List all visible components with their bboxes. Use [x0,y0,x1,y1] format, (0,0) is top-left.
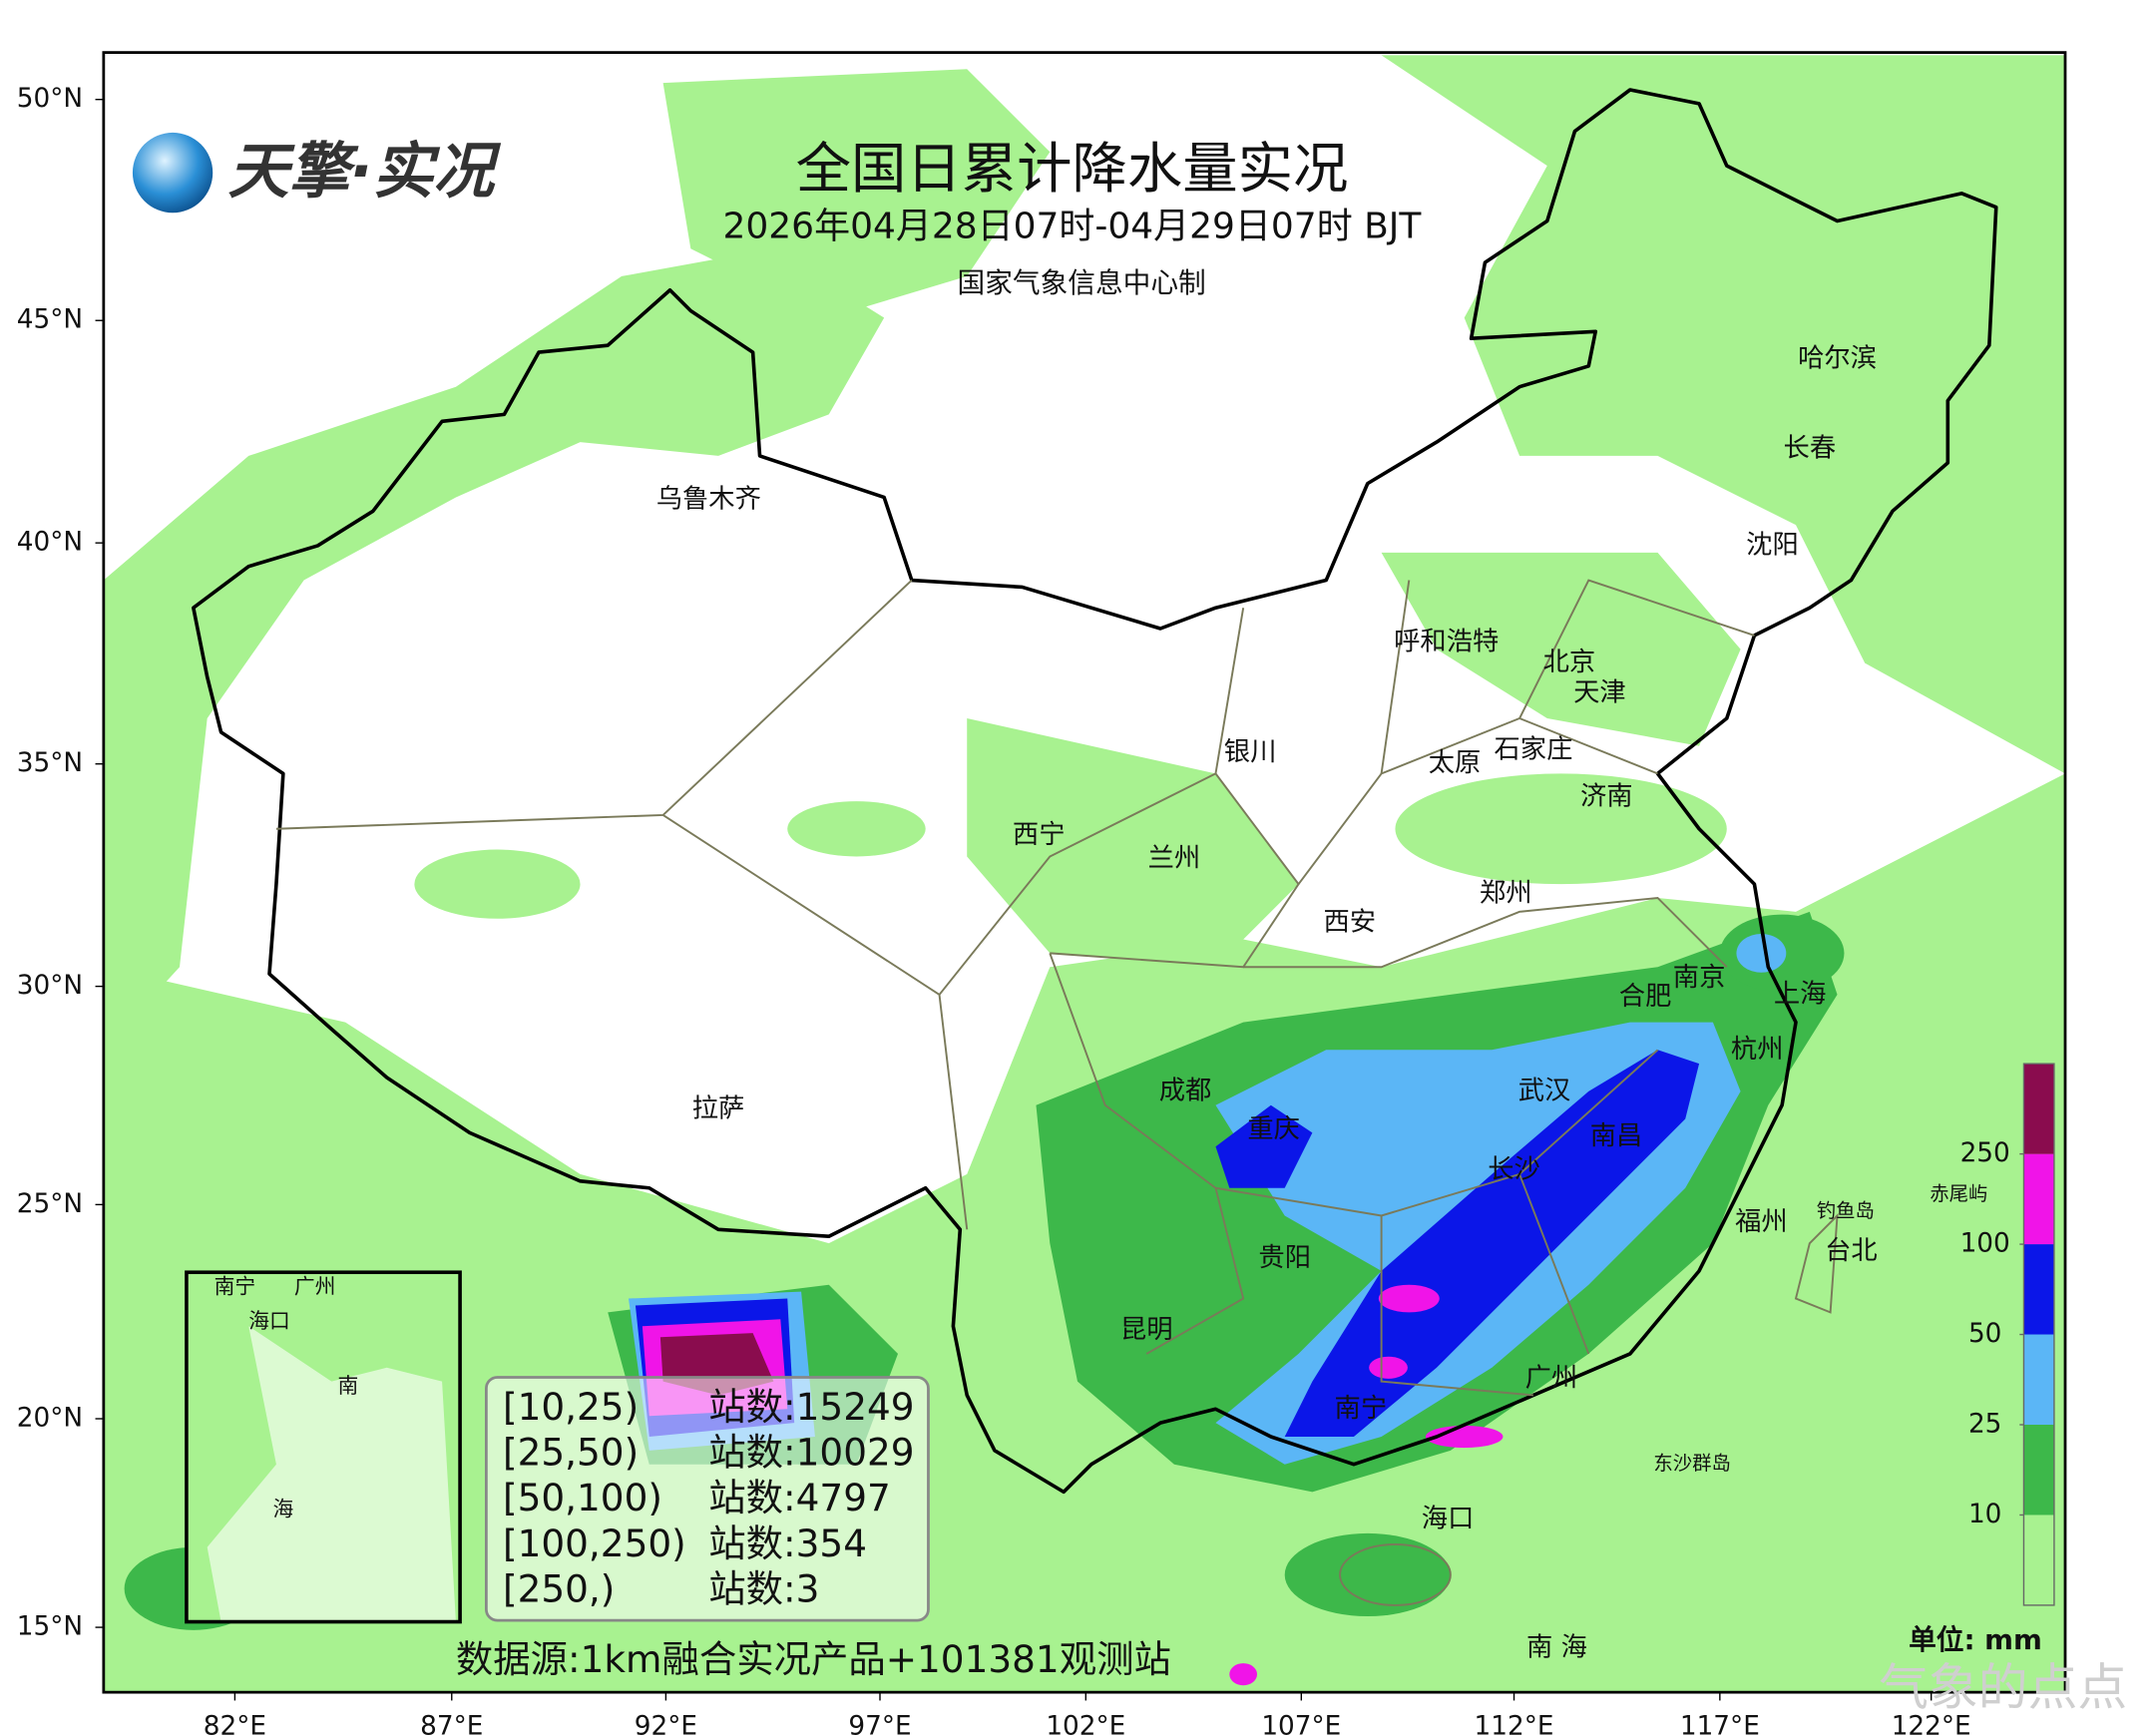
inset-label: 海 [272,1497,293,1520]
city-label: 长沙 [1488,1154,1540,1184]
city-label: 昆明 [1120,1315,1173,1345]
lon-label: 117°E [1680,1711,1760,1736]
colorbar-label: 10 [1968,1500,2001,1529]
island-label: 赤尾屿 [1930,1182,1987,1205]
map-frame [102,51,2067,1694]
lon-label: 87°E [420,1711,483,1736]
lon-label: 107°E [1261,1711,1341,1736]
island-label: 钓鱼岛 [1817,1199,1875,1222]
city-label: 兰州 [1148,844,1201,874]
city-label: 南 海 [1526,1632,1587,1662]
city-label: 广州 [1525,1363,1578,1393]
island-label: 东沙群岛 [1653,1452,1731,1475]
city-label: 南京 [1673,963,1726,993]
city-label: 天津 [1573,678,1626,708]
city-label: 银川 [1224,737,1277,767]
city-label: 济南 [1580,781,1633,811]
stats-count: 站数:3 [708,1567,819,1611]
city-label: 贵阳 [1258,1243,1311,1273]
city-label: 上海 [1774,979,1827,1009]
city-label: 太原 [1429,748,1482,778]
city-label: 北京 [1543,648,1596,677]
colorbar-segment [2023,1334,2054,1425]
title: 全国日累计降水量实况 [796,138,1349,202]
colorbar-segment [2023,1244,2054,1335]
axes: 50°N 45°N 40°N 35°N 30°N 25°N 20°N 15°N 82°E 87°E… [17,84,1971,1736]
stats-range: [250,) [503,1567,615,1611]
city-label: 西安 [1323,907,1376,937]
city-label: 武汉 [1518,1076,1571,1105]
city-label: 南昌 [1590,1121,1643,1151]
lat-label: 50°N [17,84,83,114]
city-label: 拉萨 [692,1093,745,1123]
lon-label: 97°E [848,1711,911,1736]
lon-label: 122°E [1892,1711,1971,1736]
stats-range: [100,250) [503,1521,686,1565]
city-label: 沈阳 [1746,530,1799,560]
lon-label: 102°E [1046,1711,1125,1736]
colorbar: 10 25 50 100 250 [1960,1063,2055,1606]
city-label: 杭州 [1731,1035,1784,1065]
subtitle: 2026年04月28日07时-04月29日07时 BJT [723,206,1423,246]
city-label: 福州 [1735,1207,1788,1237]
unit-label: 单位: mm [1909,1623,2042,1656]
stats-range: [50,100) [503,1476,662,1519]
producer: 国家气象信息中心制 [958,266,1206,299]
colorbar-label: 25 [1968,1409,2001,1439]
colorbar-segment [2023,1153,2054,1245]
lat-label: 40°N [17,528,83,558]
inset-label: 南 [338,1374,359,1398]
city-label: 合肥 [1619,982,1672,1012]
city-label: 重庆 [1247,1114,1300,1144]
city-label: 海口 [1422,1505,1475,1534]
inset-label: 南宁 [215,1274,256,1298]
data-source: 数据源:1km融合实况产品+101381观测站 [456,1637,1171,1681]
stats-count: 站数:10029 [708,1430,914,1474]
city-label: 台北 [1825,1236,1878,1266]
lat-label: 25°N [17,1189,83,1219]
colorbar-label: 50 [1968,1319,2001,1349]
lon-label: 112°E [1475,1711,1554,1736]
city-label: 西宁 [1013,820,1066,850]
city-label: 南宁 [1335,1394,1388,1424]
colorbar-segment [2023,1515,2054,1605]
inset-label: 广州 [294,1274,336,1298]
colorbar-segment [2023,1064,2054,1154]
city-label: 郑州 [1480,878,1532,908]
logo: 天擎·实况 [132,132,501,214]
stats-count: 站数:354 [708,1521,867,1565]
lat-label: 45°N [17,305,83,335]
city-label: 成都 [1159,1076,1212,1105]
inset-label: 海口 [248,1309,290,1333]
city-label: 石家庄 [1494,734,1572,764]
logo-text: 天擎·实况 [227,136,501,207]
stats-range: [10,25) [503,1385,639,1429]
stats-count: 站数:15249 [708,1385,914,1429]
city-label: 乌鲁木齐 [656,485,761,515]
lon-label: 82°E [204,1711,266,1736]
stats-box: [10,25) 站数:15249 [25,50) 站数:10029 [50,100) 站数… [485,1376,930,1622]
city-label: 哈尔滨 [1798,343,1877,373]
lon-label: 92°E [635,1711,697,1736]
lat-label: 30°N [17,971,83,1001]
colorbar-label: 100 [1960,1229,2010,1259]
city-label: 长春 [1784,433,1837,463]
city-label: 呼和浩特 [1394,627,1499,656]
lat-label: 35°N [17,748,83,778]
logo-globe [132,132,214,214]
watermark: 气象的点点 [1879,1658,2127,1716]
stats-range: [25,50) [503,1430,639,1474]
colorbar-label: 250 [1960,1138,2010,1168]
lat-label: 15°N [17,1612,83,1642]
lat-label: 20°N [17,1403,83,1433]
stats-count: 站数:4797 [708,1476,890,1519]
colorbar-segment [2023,1424,2054,1516]
